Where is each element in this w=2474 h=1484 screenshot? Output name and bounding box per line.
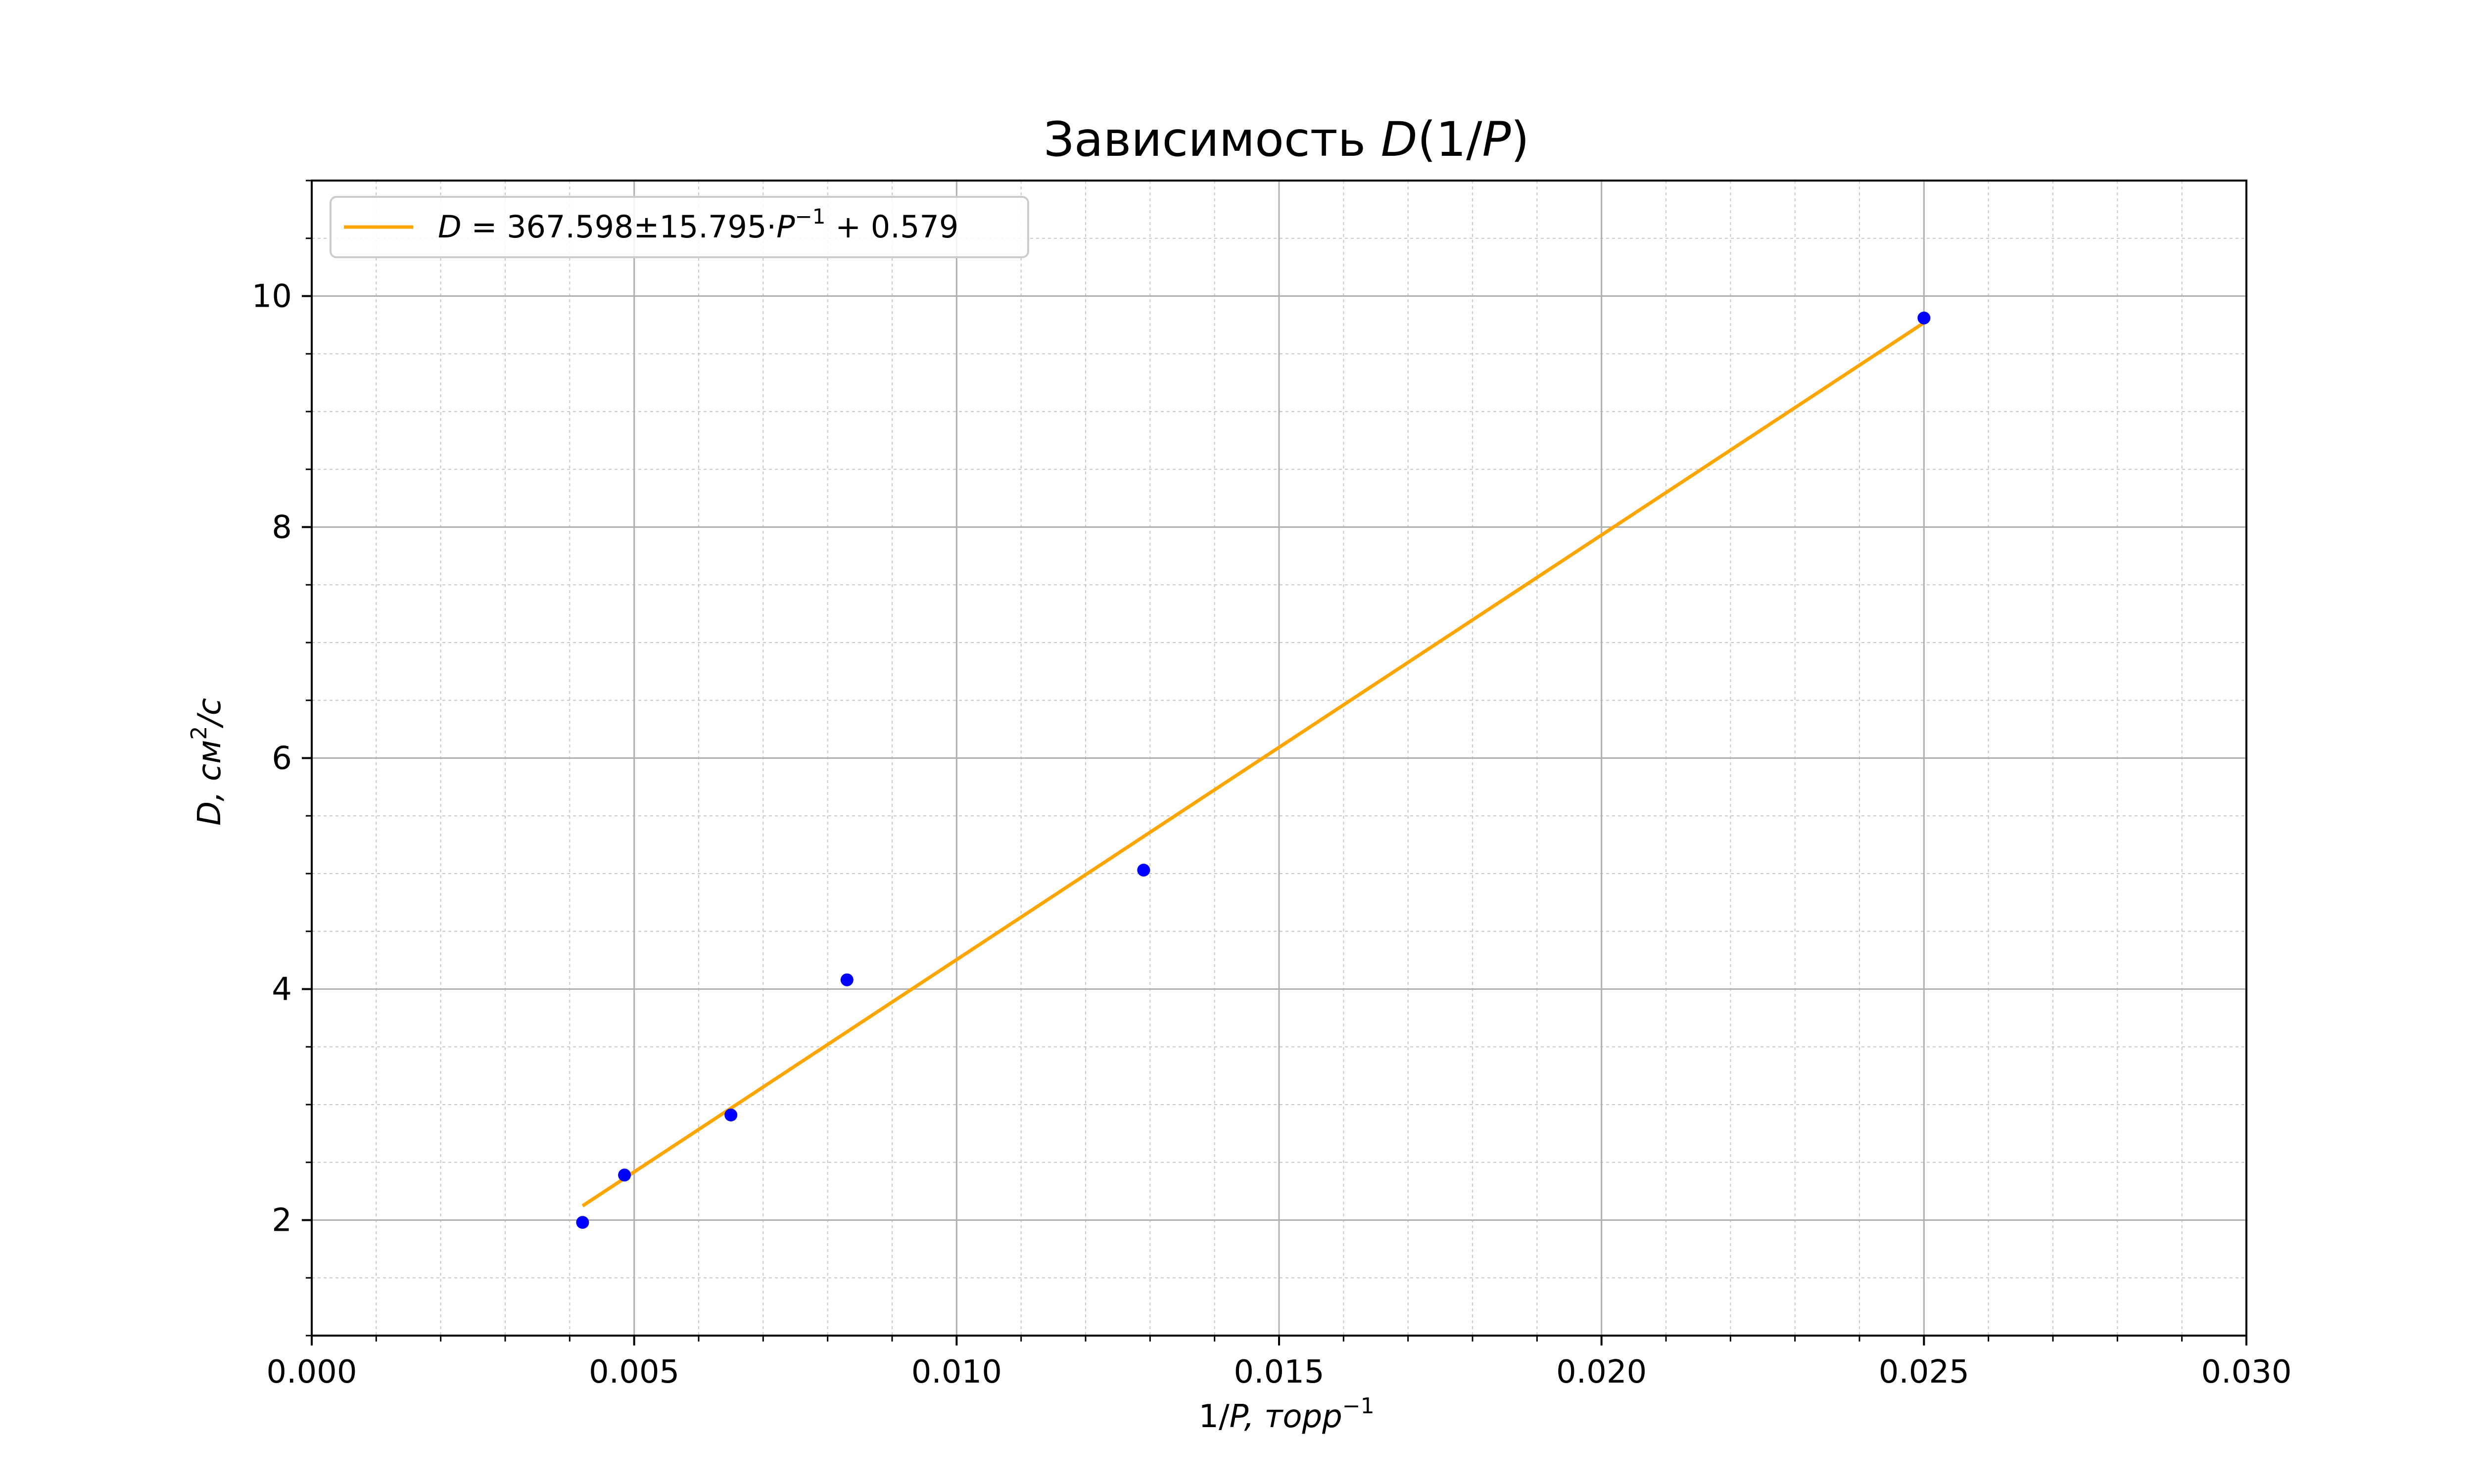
y-tick-label: 6: [272, 741, 292, 777]
data-points: [576, 311, 1931, 1229]
x-tick-label: 0.005: [589, 1354, 679, 1391]
axis-ticks: 0.000 0.005 0.010 0.015 0.020 0.025 0.030 2 4 6 8 1…: [252, 180, 2292, 1391]
y-tick-label: 10: [252, 278, 292, 315]
data-point: [724, 1109, 738, 1122]
x-tick-label: 0.020: [1556, 1354, 1647, 1391]
y-axis-label: D, см2/с: [187, 698, 228, 826]
x-tick-label: 0.030: [2201, 1354, 2291, 1391]
fit-line-layer: [581, 321, 1925, 1207]
y-tick-label: 2: [272, 1203, 292, 1239]
major-grid: [311, 181, 2247, 1336]
data-point: [1137, 863, 1150, 877]
x-axis-label: 1/P, торр−1: [1198, 1393, 1374, 1435]
y-tick-label: 8: [272, 510, 292, 546]
x-tick-label: 0.000: [266, 1354, 357, 1391]
legend-box: [330, 196, 1029, 258]
data-point: [1917, 311, 1931, 325]
data-point: [576, 1216, 589, 1229]
chart-title: Зависимость D(1/P): [1044, 112, 1529, 167]
legend-label: D = 367.598±15.795·P−1 + 0.579: [438, 204, 958, 245]
x-tick-label: 0.010: [911, 1354, 1002, 1391]
fit-line: [581, 321, 1925, 1207]
x-tick-label: 0.015: [1234, 1354, 1324, 1391]
y-tick-label: 4: [272, 972, 292, 1008]
legend: D = 367.598±15.795·P−1 + 0.579: [330, 196, 1029, 258]
data-point: [618, 1168, 631, 1182]
data-point: [840, 973, 854, 986]
x-tick-label: 0.025: [1879, 1354, 1969, 1391]
